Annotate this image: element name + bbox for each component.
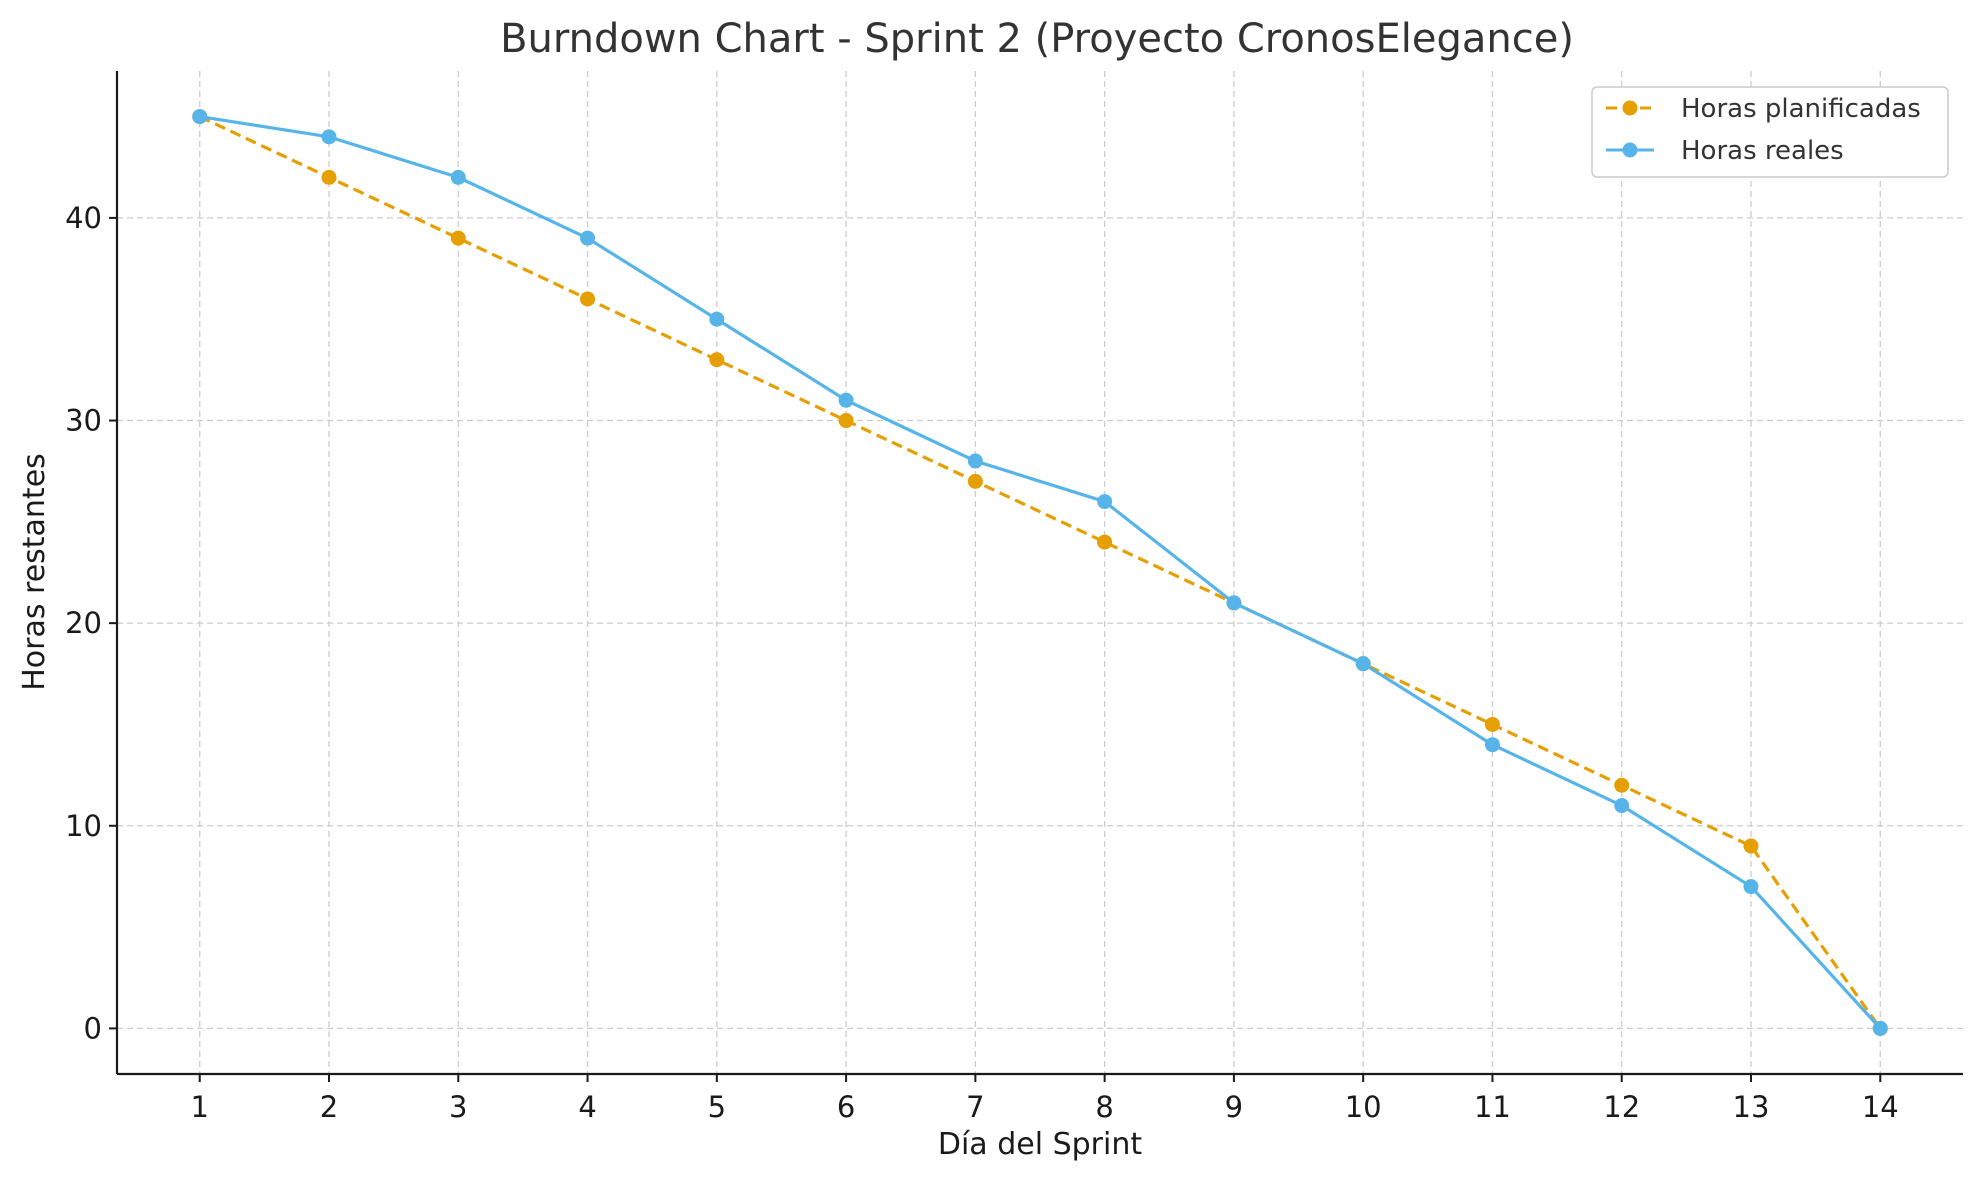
axes: [115, 71, 1963, 1076]
y-tick-label-0: 0: [84, 1011, 102, 1045]
data-point-horas-planificadas-2: [321, 169, 337, 185]
data-point-horas-planificadas-8: [1097, 534, 1113, 550]
legend-marker-horas-planificadas: [1622, 100, 1638, 116]
x-tick-label-3: 3: [449, 1090, 467, 1124]
y-tick-label-10: 10: [65, 809, 102, 843]
data-point-horas-reales-2: [321, 129, 337, 145]
data-point-horas-reales-9: [1226, 595, 1242, 611]
data-point-horas-reales-3: [450, 169, 466, 185]
data-point-horas-planificadas-11: [1484, 716, 1500, 732]
legend-marker-horas-reales: [1622, 142, 1638, 158]
data-point-horas-planificadas-4: [580, 291, 596, 307]
x-tick-label-4: 4: [578, 1090, 596, 1124]
chart-title: Burndown Chart - Sprint 2 (Proyecto Cron…: [500, 16, 1574, 62]
data-point-horas-planificadas-7: [967, 473, 983, 489]
x-tick-label-11: 11: [1474, 1090, 1511, 1124]
x-tick-label-6: 6: [837, 1090, 855, 1124]
grid: [117, 71, 1963, 1074]
data-point-horas-planificadas-5: [709, 352, 725, 368]
series-line-horas-planificadas: [199, 115, 1882, 1030]
data-point-horas-reales-8: [1097, 494, 1113, 510]
series-horas-reales: [192, 109, 1888, 1036]
data-point-horas-reales-11: [1484, 737, 1500, 753]
y-tick-label-20: 20: [65, 606, 102, 640]
data-point-horas-planificadas-3: [450, 230, 466, 246]
series-line-horas-reales: [199, 115, 1882, 1030]
y-tick-label-30: 30: [65, 404, 102, 438]
data-point-horas-reales-14: [1872, 1020, 1888, 1036]
data-point-horas-planificadas-13: [1743, 838, 1759, 854]
y-tick-label-40: 40: [65, 201, 102, 235]
x-axis-ticks: 1 2 3 4 5 6 7 8 9 10 11 12 13 14: [191, 1074, 1899, 1124]
data-point-horas-reales-12: [1614, 798, 1630, 814]
y-axis-ticks: 0 10 20 30 40: [65, 201, 117, 1045]
x-tick-label-10: 10: [1345, 1090, 1382, 1124]
data-point-horas-reales-10: [1355, 656, 1371, 672]
legend: Horas planificadas Horas reales: [1591, 86, 1949, 178]
data-point-horas-reales-5: [709, 311, 725, 327]
plot-series: [192, 109, 1888, 1036]
data-point-horas-reales-4: [580, 230, 596, 246]
y-axis-label: Horas restantes: [17, 453, 52, 691]
x-axis-label: Día del Sprint: [938, 1127, 1142, 1162]
data-point-horas-reales-1: [192, 109, 208, 125]
x-tick-label-12: 12: [1603, 1090, 1640, 1124]
x-tick-label-5: 5: [708, 1090, 726, 1124]
legend-label-horas-reales: Horas reales: [1681, 136, 1844, 166]
x-tick-label-14: 14: [1862, 1090, 1899, 1124]
x-tick-label-13: 13: [1733, 1090, 1770, 1124]
data-point-horas-reales-13: [1743, 879, 1759, 895]
legend-box: [1591, 86, 1949, 178]
x-tick-label-7: 7: [966, 1090, 984, 1124]
x-tick-label-1: 1: [191, 1090, 209, 1124]
data-point-horas-reales-7: [967, 453, 983, 469]
data-point-horas-planificadas-12: [1614, 777, 1630, 793]
data-point-horas-reales-6: [838, 392, 854, 408]
x-tick-label-8: 8: [1095, 1090, 1113, 1124]
x-tick-label-9: 9: [1225, 1090, 1243, 1124]
legend-label-horas-planificadas: Horas planificadas: [1681, 94, 1921, 124]
data-point-horas-planificadas-6: [838, 413, 854, 429]
x-tick-label-2: 2: [320, 1090, 338, 1124]
